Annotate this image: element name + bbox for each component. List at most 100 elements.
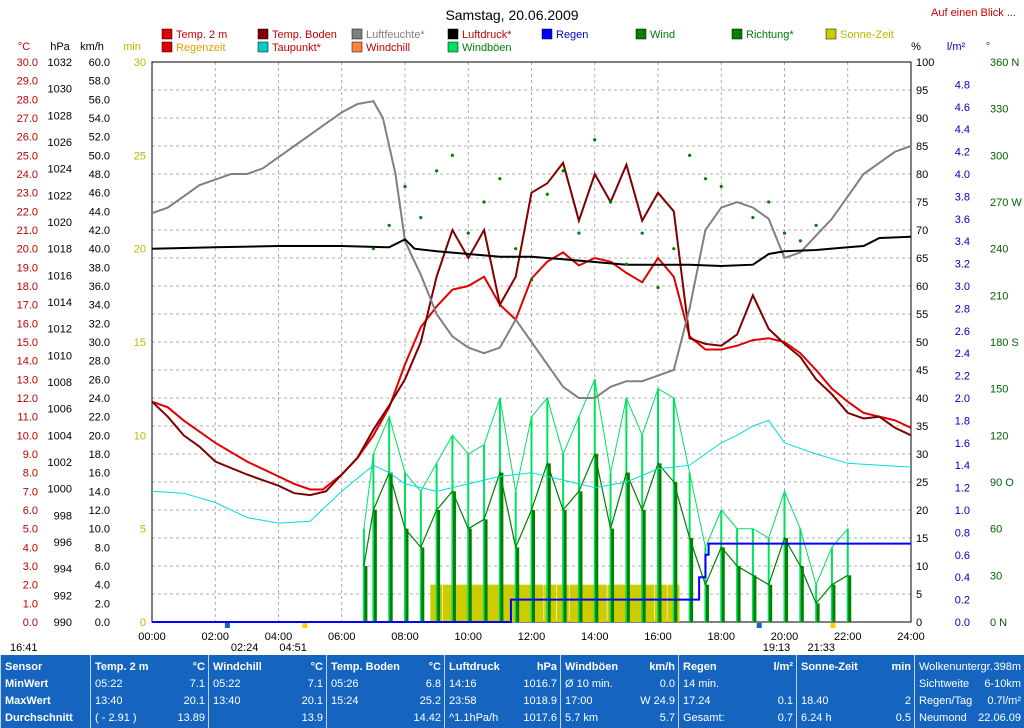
legend-swatch: [447, 28, 459, 40]
unit-pressure: hPa: [50, 41, 70, 53]
tick-label-temp: 11.0: [17, 412, 38, 424]
tick-label-rain: 0.6: [955, 550, 970, 562]
tick-label-speed: 54.0: [89, 113, 110, 125]
stat-min-time: Ø 10 min.: [565, 678, 613, 690]
stat-row: 17:00 W 24.9: [565, 694, 675, 709]
sun-bar: [455, 584, 468, 622]
tick-label-pressure: 992: [54, 590, 72, 602]
tick-label-rain: 0.8: [955, 527, 970, 539]
stat-column-info: Wolkenuntergr. 398m Sichtweite 6-10km Regen/…: [914, 655, 1024, 728]
stat-max-time: 18.40: [801, 695, 829, 707]
tick-label-pressure: 1020: [48, 217, 72, 229]
tick-label-temp: 15.0: [17, 337, 38, 349]
direction-point: [608, 200, 613, 204]
tick-label-direction: 300: [990, 150, 1008, 162]
stat-title: Windböen: [565, 661, 619, 673]
stat-row: ( - 2.91 ) 13.89: [95, 711, 205, 726]
stat-min-time: 14:16: [449, 678, 477, 690]
info-value: 0.7l/m²: [987, 695, 1021, 707]
tick-label-percent: 70: [916, 225, 928, 237]
x-tick-label: 04:00: [265, 631, 293, 643]
tick-label-pressure: 998: [54, 510, 72, 522]
tick-label-speed: 44.0: [89, 206, 110, 218]
legend-label: Regenzeit: [176, 42, 226, 54]
tick-label-speed: 50.0: [89, 150, 110, 162]
statistics-panel: Sensor MinWert MaxWert Durchschnitt Temp. 2 …: [0, 655, 1024, 728]
legend-swatch: [447, 41, 459, 53]
tick-label-rain: 3.8: [955, 191, 970, 203]
stat-title: Windchill: [213, 661, 262, 673]
tick-label-rain: 1.2: [955, 483, 970, 495]
tick-label-percent: 0: [916, 617, 922, 629]
tick-label-percent: 60: [916, 281, 928, 293]
tick-label-speed: 60.0: [89, 57, 110, 69]
x-tick-label: 02:00: [201, 631, 229, 643]
stat-avg: 14.42: [413, 712, 441, 724]
stat-max: 0.1: [777, 695, 793, 707]
stat-column-rain: Regen l/m² 14 min. 17.24 0.1 Gesamt: 0.7: [678, 655, 797, 728]
chart-title: Samstag, 20.06.2009: [445, 7, 578, 23]
tick-label-rain: 3.0: [955, 281, 970, 293]
tick-label-pressure: 1012: [48, 324, 72, 336]
x-tick-label: 12:00: [518, 631, 546, 643]
tick-label-speed: 32.0: [89, 318, 110, 330]
stat-max-time: 13:40: [95, 695, 123, 707]
direction-point: [688, 153, 692, 157]
stat-avg-note: ^1.1hPa/h: [449, 712, 499, 724]
stat-row: Temp. 2 m °C: [95, 660, 205, 675]
tick-label-temp: 27.0: [17, 113, 38, 125]
sun-bar: [582, 584, 595, 622]
stat-row: Gesamt: 0.7: [683, 711, 793, 726]
stat-row: Regen/Tag 0.7l/m²: [919, 694, 1021, 709]
sun-bar: [487, 584, 500, 622]
tick-label-temp: 29.0: [17, 76, 38, 88]
tick-label-rain: 4.0: [955, 169, 970, 181]
stat-unit: min: [891, 661, 911, 673]
info-label: Regen/Tag: [919, 695, 973, 707]
info-value: 22.06.09: [978, 712, 1021, 724]
start-time: 16:41: [10, 642, 38, 654]
sun-bar: [518, 584, 531, 622]
tick-label-rain: 1.6: [955, 438, 970, 450]
legend-label: Windböen: [462, 42, 512, 54]
tick-label-rain: 2.4: [955, 348, 970, 360]
stat-row: 17.24 0.1: [683, 694, 793, 709]
tick-label-rain: 4.8: [955, 79, 970, 91]
direction-point: [672, 247, 676, 251]
legend-swatch: [257, 28, 269, 40]
stat-row: 13.9: [213, 711, 323, 726]
legend-swatch: [351, 41, 363, 53]
legend-swatch: [351, 28, 363, 40]
unit-speed: km/h: [80, 41, 104, 53]
stat-row: 13:40 20.1: [95, 694, 205, 709]
tick-label-minutes: 20: [134, 244, 146, 256]
series-line-temp-boden: [151, 160, 912, 497]
wind-line: [363, 452, 849, 605]
stat-max: W 24.9: [640, 695, 675, 707]
stat-unit: hPa: [536, 661, 557, 673]
tick-label-pressure: 994: [54, 564, 72, 576]
tick-label-rain: 2.2: [955, 371, 970, 383]
tick-label-rain: 2.8: [955, 303, 970, 315]
direction-point: [545, 192, 549, 196]
stat-avg-note: ( - 2.91 ): [95, 712, 137, 724]
tick-label-temp: 5.0: [23, 524, 38, 536]
tick-label-temp: 14.0: [17, 356, 38, 368]
tick-label-speed: 56.0: [89, 94, 110, 106]
sunset-time: 21:33: [808, 642, 836, 654]
tick-label-pressure: 1006: [48, 404, 72, 416]
direction-point: [529, 278, 534, 282]
tick-label-direction: 330: [990, 104, 1008, 116]
stat-row: Sichtweite 6-10km: [919, 677, 1021, 692]
stat-row: Windböen km/h: [565, 660, 675, 675]
tick-label-percent: 50: [916, 337, 928, 349]
tick-label-temp: 12.0: [17, 393, 38, 405]
tick-label-rain: 4.6: [955, 102, 970, 114]
direction-point: [514, 247, 518, 251]
tick-label-percent: 100: [916, 57, 934, 69]
overview-link[interactable]: Auf einen Blick ...: [931, 7, 1016, 19]
tick-label-speed: 24.0: [89, 393, 110, 405]
legend-swatch: [541, 28, 553, 40]
tick-label-temp: 6.0: [23, 505, 38, 517]
tick-label-temp: 19.0: [17, 262, 38, 274]
